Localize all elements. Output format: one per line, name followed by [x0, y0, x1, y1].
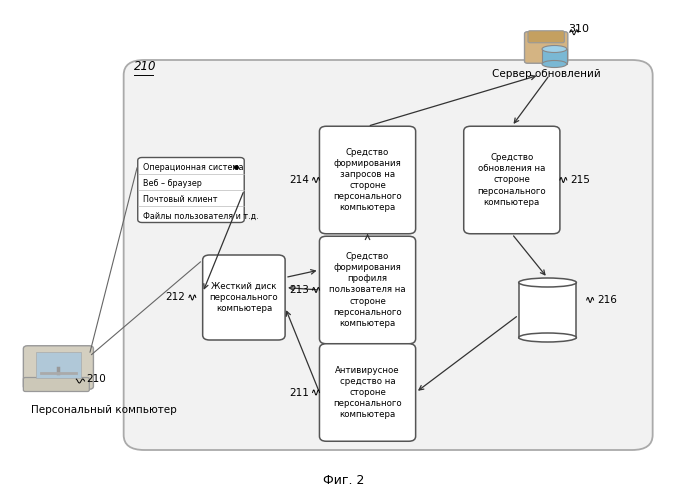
Text: 310: 310	[569, 24, 589, 34]
Text: Операционная система: Операционная система	[144, 162, 244, 172]
Text: Персональный компьютер: Персональный компьютер	[31, 405, 177, 415]
Ellipse shape	[519, 278, 576, 287]
FancyBboxPatch shape	[23, 346, 93, 389]
FancyBboxPatch shape	[138, 158, 245, 222]
Text: 212: 212	[166, 292, 185, 302]
Ellipse shape	[519, 333, 576, 342]
FancyBboxPatch shape	[319, 344, 416, 441]
Text: Почтовый клиент: Почтовый клиент	[144, 195, 218, 204]
Text: 216: 216	[597, 295, 617, 305]
Text: 213: 213	[289, 285, 309, 295]
FancyBboxPatch shape	[464, 126, 560, 234]
Text: Жесткий диск
персонального
компьютера: Жесткий диск персонального компьютера	[210, 282, 278, 313]
Text: Средство
формирования
профиля
пользователя на
стороне
персонального
компьютера: Средство формирования профиля пользовате…	[329, 252, 406, 328]
Ellipse shape	[542, 60, 567, 68]
Text: Средство
обновления на
стороне
персонального
компьютера: Средство обновления на стороне персональ…	[477, 154, 546, 206]
Text: 211: 211	[289, 388, 309, 398]
Ellipse shape	[542, 46, 567, 52]
FancyBboxPatch shape	[525, 32, 568, 63]
Text: Файлы пользователя и т.д.: Файлы пользователя и т.д.	[144, 212, 259, 220]
Polygon shape	[519, 282, 576, 338]
Text: Сервер обновлений: Сервер обновлений	[492, 68, 600, 78]
FancyBboxPatch shape	[23, 378, 89, 392]
Text: 215: 215	[570, 175, 590, 185]
Text: 214: 214	[289, 175, 309, 185]
FancyBboxPatch shape	[203, 255, 285, 340]
Text: Фиг. 2: Фиг. 2	[323, 474, 364, 488]
Text: 210: 210	[86, 374, 106, 384]
Text: Веб – браузер: Веб – браузер	[144, 179, 202, 188]
Text: Антивирусное
средство на
стороне
персонального
компьютера: Антивирусное средство на стороне персона…	[333, 366, 402, 419]
Polygon shape	[542, 49, 567, 64]
FancyBboxPatch shape	[319, 126, 416, 234]
FancyBboxPatch shape	[528, 31, 565, 43]
FancyBboxPatch shape	[319, 236, 416, 344]
Text: 210: 210	[134, 60, 157, 72]
FancyBboxPatch shape	[36, 352, 81, 378]
FancyBboxPatch shape	[124, 60, 653, 450]
Text: Средство
формирования
запросов на
стороне
персонального
компьютера: Средство формирования запросов на сторон…	[333, 148, 402, 212]
